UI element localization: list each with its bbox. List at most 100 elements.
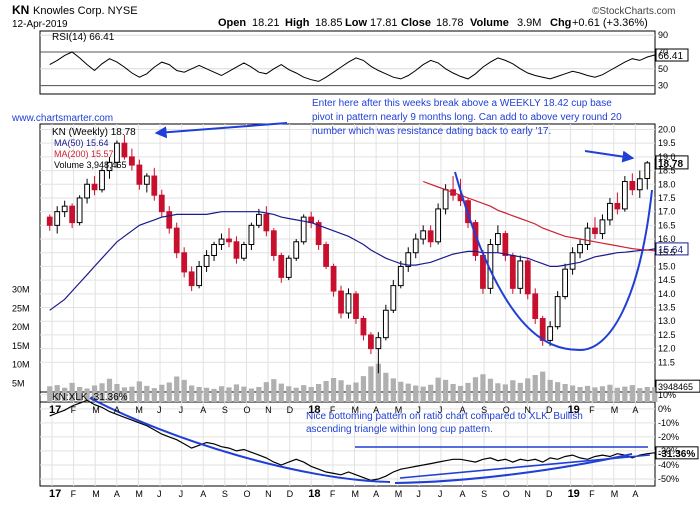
volume-bar: [532, 375, 538, 402]
volume-bar: [547, 379, 553, 402]
volume-bar: [323, 381, 329, 402]
x-tick-label: A: [373, 489, 379, 499]
volume-bar: [652, 387, 658, 402]
x-tick-label: A: [200, 405, 206, 415]
x-tick-label: F: [330, 489, 336, 499]
candle-body: [46, 216, 53, 226]
x-tick-label: A: [114, 489, 120, 499]
volume-bar: [84, 388, 90, 402]
candle-body: [241, 244, 247, 259]
candle-body: [166, 211, 173, 229]
volume-bar: [47, 386, 53, 402]
candle-body: [554, 296, 561, 328]
candle-body: [562, 268, 568, 298]
candle-body: [270, 230, 277, 256]
x-tick-label: N: [524, 489, 531, 499]
volume-bar: [316, 384, 322, 402]
volume-bar: [353, 382, 359, 402]
volume-bar: [607, 384, 613, 402]
volume-bar: [211, 388, 217, 402]
rsi-panel: 66.41: [40, 48, 689, 87]
price-tick-label: 18.0: [658, 179, 676, 189]
x-tick-label: J: [416, 489, 421, 499]
volume-bar: [428, 384, 434, 402]
candle-body: [494, 233, 501, 246]
volume-bar: [54, 385, 60, 402]
volume-bar: [293, 387, 299, 402]
volume-bar: [562, 384, 568, 402]
ratio-value-tag: [655, 446, 699, 460]
arrow-to-breakout: [584, 150, 635, 163]
x-tick-label: O: [243, 405, 250, 415]
candle-body: [143, 175, 150, 185]
x-tick-label: A: [200, 489, 206, 499]
x-tick-label: F: [330, 405, 336, 415]
volume-bar: [517, 382, 523, 402]
price-tick-label: 14.5: [658, 275, 676, 285]
candle-body: [502, 233, 509, 256]
candle-body: [480, 254, 486, 289]
x-tick-label: M: [135, 405, 143, 415]
candle-body: [196, 265, 203, 287]
volume-bar: [345, 384, 352, 402]
chg-label: Chg: [550, 17, 571, 29]
close-label: Close: [401, 17, 431, 29]
candle-body: [330, 265, 337, 292]
volume-bar: [472, 377, 479, 402]
candle-body: [76, 197, 83, 224]
volume-bar: [592, 387, 598, 402]
low-value: 17.81: [370, 17, 398, 29]
x-tick-label: O: [503, 405, 510, 415]
low-label: Low: [345, 17, 367, 29]
candle-body: [54, 211, 61, 226]
candle-body: [315, 222, 322, 246]
volume-bar: [151, 388, 157, 402]
volume-bar: [584, 385, 591, 402]
x-tick-label: 18: [308, 404, 320, 416]
candle-body: [129, 156, 135, 166]
volume-bar: [368, 366, 374, 402]
volume-bar: [487, 378, 494, 402]
volume-bar: [189, 385, 195, 402]
high-label: High: [285, 17, 310, 29]
volume-bar: [599, 386, 606, 402]
candle-body: [353, 293, 359, 319]
x-tick-label: 17: [49, 404, 61, 416]
candle-body: [509, 254, 516, 289]
volume-bar: [166, 382, 172, 402]
candle-body: [412, 238, 419, 254]
rsi-tick-label: 30: [658, 81, 668, 91]
candle-body: [158, 194, 165, 213]
chg-value: +0.61 (+3.36%): [572, 17, 648, 29]
x-tick-label: F: [589, 489, 595, 499]
ratio-tick-label: -30%: [658, 446, 679, 456]
volume-bar: [218, 386, 225, 402]
volume-bar: [159, 384, 165, 402]
annotation-top-line1: Enter here after this weeks break above …: [312, 98, 612, 109]
rsi-line: [49, 51, 655, 82]
candle-body: [524, 260, 531, 295]
volume-bar: [330, 378, 337, 402]
volume-bar: [256, 387, 262, 402]
ratio-bottom-curve: [394, 453, 633, 484]
last-price-tag-text: 18.78: [658, 159, 683, 170]
candle-body: [61, 205, 68, 213]
volume-bar: [450, 384, 456, 402]
candle-body: [203, 254, 210, 267]
volume-bar: [338, 380, 344, 402]
candle-body: [293, 241, 300, 259]
volume-bar: [106, 378, 113, 402]
volume-bar: [525, 378, 531, 402]
candle-body: [278, 254, 285, 278]
volume-bar: [457, 385, 464, 402]
candle-body: [614, 202, 621, 210]
volume-tick-label: 15M: [12, 341, 30, 351]
x-tick-label: J: [416, 405, 421, 415]
volume-tick-label: 5M: [12, 378, 25, 388]
candle-body: [405, 252, 412, 267]
candle-body: [621, 181, 628, 210]
volume-bar: [555, 382, 561, 402]
rsi-value-tag-text: 66.41: [658, 51, 683, 62]
annotation-drawings: [89, 122, 653, 484]
price-tick-label: 19.5: [658, 138, 676, 148]
